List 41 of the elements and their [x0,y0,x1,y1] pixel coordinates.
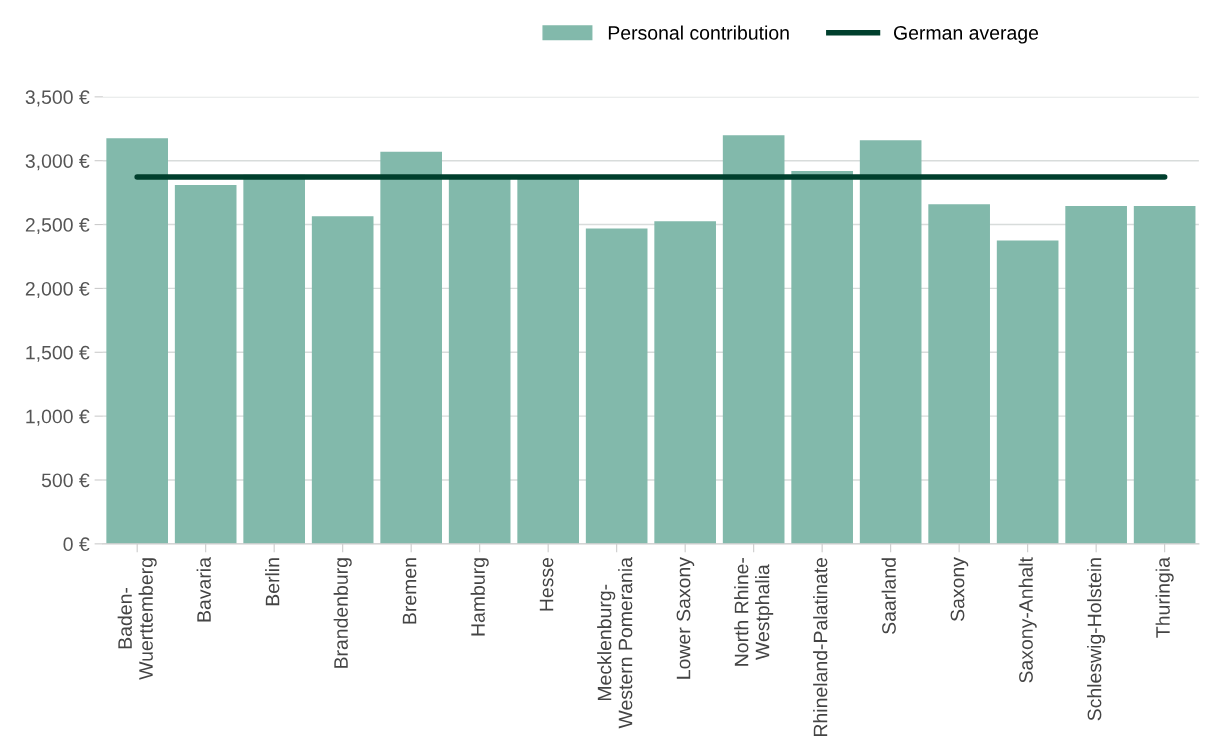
y-tick-label: 0 € [63,537,90,552]
bar [585,228,648,544]
bar [174,184,237,544]
bar [380,151,442,544]
x-tick-label: Thuringia [1155,557,1174,638]
bar [859,140,922,544]
legend-label: Personal contribution [608,25,789,40]
x-tick-label: Saxony [950,557,969,622]
bar [791,170,853,544]
y-tick-label: 3,500 € [25,90,90,107]
y-tick-label: 3,000 € [25,154,90,171]
y-tick-label: 1,500 € [26,345,90,362]
x-tick-label: Hesse [539,557,554,611]
x-tick-label: Bremen [402,558,417,624]
bar [311,216,374,544]
bar [1133,206,1196,544]
bar [448,178,511,544]
x-tick-label: Berlin [265,558,280,606]
bar [517,178,579,544]
legend-label: German average [894,25,1039,44]
bar [1065,206,1127,544]
x-tick-label: North Rhine- Westphalia [734,557,774,666]
bar [996,240,1059,544]
y-tick-label: 500 € [41,473,90,488]
x-tick-label: Rhineland-Palatinate [813,557,828,736]
bar [928,204,990,544]
bar [106,138,169,544]
x-tick-label: Brandenburg [333,558,352,668]
y-tick-label: 2,000 € [25,281,90,298]
x-tick-label: Hamburg [470,558,489,636]
x-tick-label: Saxony-Anhalt [1018,557,1037,683]
x-tick-label: Mecklenburg- Western Pomerania [597,557,633,729]
bar [722,135,785,544]
x-tick-label: Saarland [881,558,896,634]
x-tick-label: Bavaria [196,557,211,622]
y-tick-label: 2,500 € [25,218,90,235]
x-tick-label: Lower Saxony [676,557,695,679]
y-tick-label: 1,000 € [26,409,90,426]
x-tick-label: Schleswig-Holstein [1087,558,1106,721]
x-tick-label: Baden- Wuerttemberg [117,558,157,680]
bar [654,221,716,544]
